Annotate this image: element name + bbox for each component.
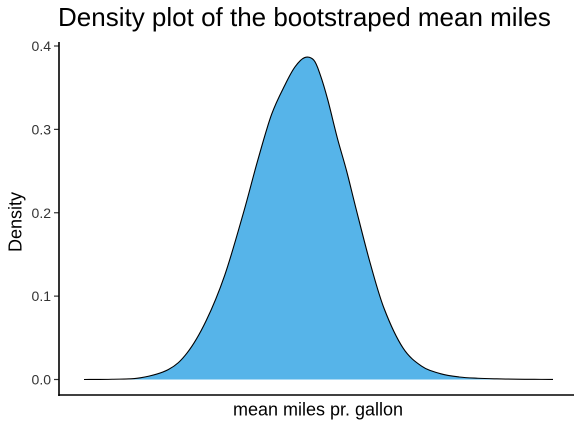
y-tick-label: 0.0 bbox=[32, 372, 52, 388]
density-area bbox=[84, 57, 553, 380]
y-tick-label: 0.2 bbox=[32, 205, 52, 221]
y-tick-label: 0.1 bbox=[32, 288, 52, 304]
chart-title: Density plot of the bootstraped mean mil… bbox=[58, 2, 551, 32]
y-tick-label: 0.4 bbox=[32, 38, 52, 54]
y-tick-label: 0.3 bbox=[32, 121, 52, 137]
density-line bbox=[83, 56, 554, 381]
x-axis-label: mean miles pr. gallon bbox=[232, 399, 404, 420]
y-ticks: 0.0 0.1 0.2 0.3 0.4 bbox=[32, 38, 59, 388]
density-series bbox=[83, 56, 554, 381]
